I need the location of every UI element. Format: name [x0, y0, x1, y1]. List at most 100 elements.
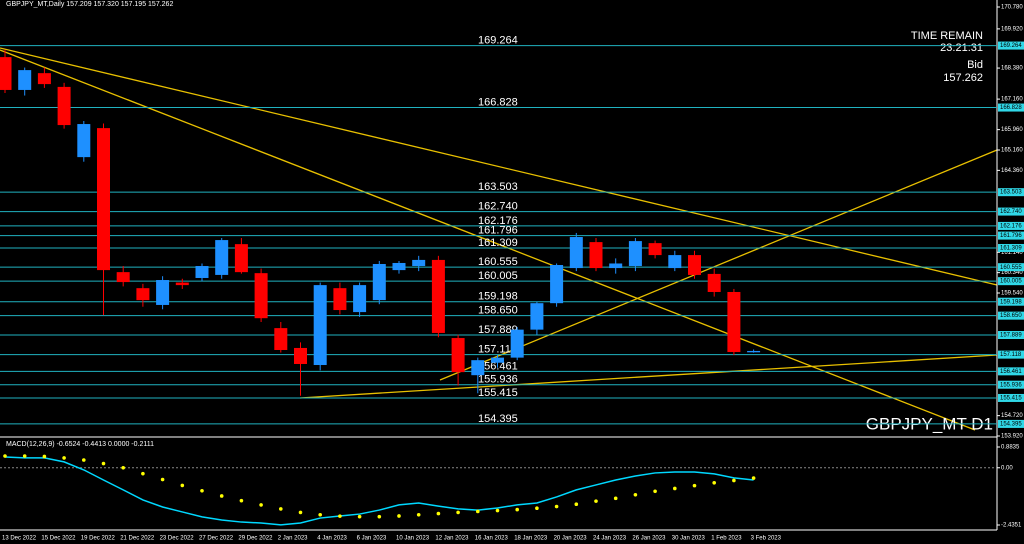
candle-body	[37, 73, 51, 85]
signal-dot	[594, 499, 598, 503]
level-label: 155.936	[478, 374, 518, 386]
level-axis-box	[998, 380, 1024, 389]
level-label: 166.828	[478, 96, 518, 108]
level-axis-box	[998, 188, 1024, 197]
signal-dot	[613, 496, 618, 501]
candle-body	[491, 357, 504, 363]
candle-body	[156, 280, 170, 305]
x-tick-label: 10 Jan 2023	[396, 536, 430, 542]
level-axis-label: 155.415	[1000, 396, 1022, 402]
y-tick-label: 161.140	[1001, 250, 1023, 256]
time-remain-label: TIME REMAIN	[911, 30, 983, 42]
level-axis-label: 169.264	[1000, 43, 1022, 49]
trendline	[299, 354, 998, 399]
level-label: 157.118	[478, 344, 517, 356]
y-tick-label: 159.540	[1001, 291, 1023, 297]
y-tick-label: 153.920	[1001, 434, 1023, 440]
signal-dot	[239, 498, 244, 503]
level-axis-label: 156.461	[1000, 369, 1022, 375]
candle-body	[431, 259, 445, 333]
trendlines	[0, 47, 998, 431]
signal-dot	[732, 478, 736, 483]
signal-dot	[101, 461, 106, 466]
candle-body	[451, 338, 465, 373]
level-label: 158.650	[478, 305, 518, 317]
bid-label: Bid	[967, 59, 983, 71]
signal-dot	[712, 481, 716, 485]
candle-body	[294, 347, 307, 364]
signal-dot	[397, 514, 401, 518]
macd-line	[4, 456, 754, 526]
level-label: 162.176	[478, 215, 518, 227]
macd-header: MACD(12,26,9) -0.6524 -0.4413 0.0000 -0.…	[6, 441, 154, 448]
level-label: 154.395	[478, 413, 518, 425]
trendline	[0, 47, 998, 286]
signal-dot	[653, 489, 657, 494]
candle-body	[707, 273, 721, 292]
level-axis-box	[998, 311, 1024, 320]
y-tick-label: 0.00	[1001, 465, 1013, 471]
x-tick-label: 20 Jan 2023	[554, 536, 588, 542]
candle-body	[57, 86, 71, 126]
level-label: 155.415	[478, 387, 518, 399]
candle-body	[313, 285, 327, 366]
signal-dot	[160, 477, 165, 482]
signal-dot	[476, 509, 480, 514]
candle-body	[234, 244, 248, 273]
level-axis-label: 160.555	[1000, 265, 1022, 271]
x-tick-label: 30 Jan 2023	[672, 536, 706, 542]
signal-dot	[82, 458, 86, 462]
signal-dot	[338, 514, 342, 518]
level-axis-box	[998, 221, 1024, 230]
level-axis-box	[998, 297, 1024, 306]
signal-dot	[436, 511, 441, 516]
signal-dot	[357, 514, 362, 519]
candle-body	[18, 70, 32, 90]
level-axis-box	[998, 103, 1024, 112]
candle-body	[392, 262, 406, 271]
x-tick-label: 15 Dec 2022	[41, 536, 76, 542]
signal-dot	[535, 506, 539, 510]
x-tick-label: 19 Dec 2022	[81, 536, 116, 542]
x-tick-label: 23 Dec 2022	[160, 536, 195, 542]
chart-header: GBPJPY_MT,Daily 157.209 157.320 157.195 …	[6, 1, 173, 8]
x-tick-label: 24 Jan 2023	[593, 536, 627, 542]
signal-dot	[279, 507, 283, 511]
signal-dot	[200, 488, 204, 493]
time-remain: 23:21:31	[940, 42, 983, 54]
signal-dot	[692, 483, 697, 488]
signal-dot	[3, 454, 7, 458]
x-tick-label: 6 Jan 2023	[357, 536, 387, 542]
candle-body	[747, 350, 761, 353]
x-tick-label: 21 Dec 2022	[120, 536, 155, 542]
signal-dot	[259, 503, 263, 507]
level-axis-label: 154.395	[1000, 421, 1022, 427]
candle-body	[530, 303, 544, 330]
level-label: 161.796	[478, 225, 518, 237]
x-tick-label: 3 Feb 2023	[751, 536, 782, 542]
candle-body	[550, 265, 564, 304]
level-axis-box	[998, 207, 1024, 216]
y-tick-label: -2.4351	[1001, 523, 1022, 529]
y-tick-label: 165.960	[1001, 127, 1023, 133]
trendline	[439, 149, 998, 381]
signal-dot	[416, 512, 421, 517]
x-tick-label: 2 Jan 2023	[278, 536, 308, 542]
level-axis-label: 162.176	[1000, 224, 1022, 230]
y-tick-label: 170.780	[1001, 5, 1023, 11]
level-axis-label: 159.198	[1000, 299, 1022, 305]
signal-dot	[377, 514, 382, 519]
level-axis-box	[998, 393, 1024, 402]
x-tick-label: 26 Jan 2023	[632, 536, 666, 542]
level-axis-label: 157.889	[1000, 333, 1022, 339]
candle-body	[609, 263, 623, 269]
signal-dot	[62, 456, 66, 460]
level-axis-box	[998, 41, 1024, 50]
level-label: 157.889	[478, 324, 518, 336]
candle-body	[589, 242, 603, 269]
level-label: 159.198	[478, 291, 518, 303]
level-axis-box	[998, 263, 1024, 272]
candle-body	[77, 124, 91, 158]
level-axis-label: 162.740	[1000, 209, 1022, 215]
x-tick-label: 13 Dec 2022	[2, 536, 37, 542]
